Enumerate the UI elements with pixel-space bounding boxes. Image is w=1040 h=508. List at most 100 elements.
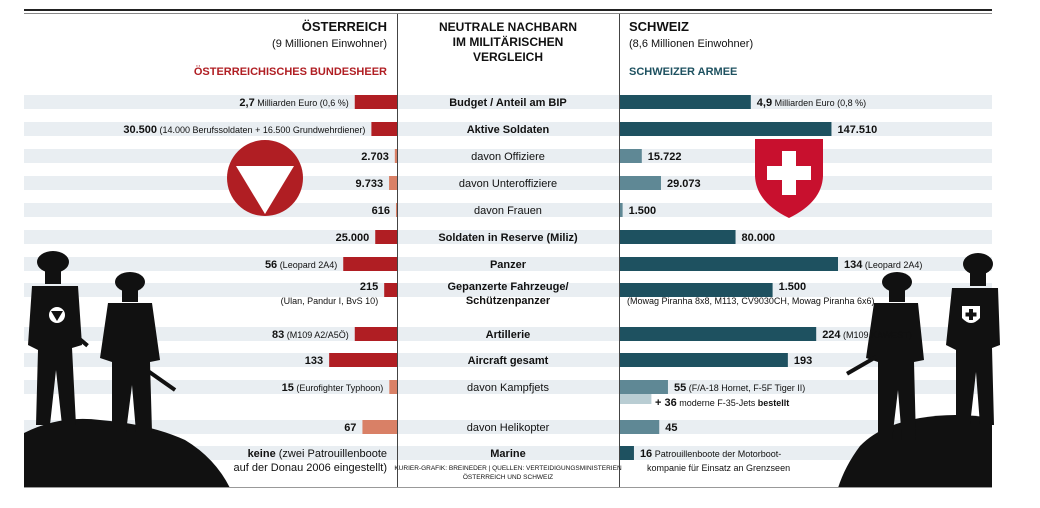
row-stripes — [24, 95, 992, 460]
austria-value-label-part: 56 — [265, 259, 277, 271]
bar-austria — [343, 257, 397, 271]
category-label: Aktive Soldaten — [467, 124, 550, 136]
swiss-ordered-label: + 36 moderne F-35-Jets bestellt — [655, 397, 789, 409]
bar-austria — [389, 176, 397, 190]
austria-note-label: auf der Donau 2006 eingestellt) — [234, 462, 388, 474]
swiss-soldier-1-silhouette — [846, 272, 924, 440]
swiss-badge-cross-h — [965, 312, 977, 317]
swiss-value-label-part: 224 — [822, 329, 841, 341]
swiss-ordered-label-part: + 36 — [655, 397, 677, 409]
austria-value-label: 67 — [344, 422, 356, 434]
row-stripe — [24, 420, 992, 434]
swiss-value-label-part: 193 — [794, 355, 812, 367]
source-credit-line-1: KURIER-GRAFIK: BREINEDER | QUELLEN: VERT… — [394, 465, 622, 472]
swiss-value-label-part: 15.722 — [648, 151, 682, 163]
bar-austria — [354, 327, 397, 341]
bottom-rule — [24, 487, 992, 488]
austria-value-label: 9.733 — [356, 178, 384, 190]
austria-value-label-part: (zwei Patrouillenboote — [276, 448, 387, 460]
swiss-note-label: kompanie für Einsatz an Grenzseen — [647, 463, 790, 473]
swiss-value-label: 193 — [794, 355, 812, 367]
category-label: davon Frauen — [474, 205, 542, 217]
swiss-value-label-part: Patrouillenboote der Motorboot- — [652, 449, 781, 459]
category-label: Schützenpanzer — [466, 295, 551, 307]
bar-swiss — [620, 122, 832, 136]
swiss-value-label-part: 80.000 — [742, 232, 776, 244]
austria-value-label: 616 — [372, 205, 390, 217]
swiss-value-label: 16 Patrouillenboote der Motorboot- — [640, 448, 781, 460]
swiss-value-label: 1.500 — [779, 281, 807, 293]
austria-emblem-triangle — [236, 166, 294, 214]
center-title-line-1: NEUTRALE NACHBARN — [439, 20, 577, 34]
category-label: Gepanzerte Fahrzeuge/ — [447, 281, 568, 293]
bar-austria — [375, 230, 397, 244]
swiss-value-label: 147.510 — [837, 124, 877, 136]
category-label-part: davon Kampfjets — [467, 382, 549, 394]
swiss-soldier-2-silhouette — [946, 253, 1000, 425]
austria-value-label-part: 83 — [272, 329, 284, 341]
swiss-value-label-part: Milliarden Euro (0,8 %) — [772, 98, 866, 108]
swiss-value-label-part: (F/A-18 Hornet, F-5F Tiger II) — [686, 383, 805, 393]
decoration — [24, 139, 1000, 488]
swiss-value-label-part: (M109 KAWEST) — [841, 330, 912, 340]
austria-value-label-part: (14.000 Berufssoldaten + 16.500 Grundweh… — [157, 125, 365, 135]
swiss-value-label-part: (Leopard 2A4) — [862, 260, 922, 270]
swiss-value-label-part: 4,9 — [757, 97, 772, 109]
bar-austria — [354, 95, 397, 109]
category-label: Budget / Anteil am BIP — [449, 97, 567, 109]
swiss-title: SCHWEIZ — [629, 19, 689, 34]
hill-right-silhouette — [838, 415, 992, 488]
category-label-part: davon Helikopter — [467, 422, 550, 434]
swiss-value-label: 1.500 — [629, 205, 657, 217]
bar-swiss — [620, 327, 817, 341]
category-label-part: Aktive Soldaten — [467, 124, 550, 136]
austria-value-label-part: 67 — [344, 422, 356, 434]
center-title-line-2: IM MILITÄRISCHEN — [453, 34, 564, 49]
austria-value-label-part: Milliarden Euro (0,6 %) — [255, 98, 349, 108]
swiss-note-label-part: (Mowag Piranha 8x8, M113, CV9030CH, Mowa… — [627, 296, 874, 306]
bar-swiss — [620, 257, 838, 271]
bar-swiss — [620, 230, 736, 244]
austria-value-label-part: 25.000 — [336, 232, 370, 244]
category-label-part: Budget / Anteil am BIP — [449, 97, 567, 109]
austria-value-label-part: (M109 A2/A5Ö) — [284, 330, 349, 340]
center-divider-right — [619, 14, 620, 488]
swiss-value-label: 80.000 — [742, 232, 776, 244]
category-label-part: Artillerie — [486, 329, 531, 341]
category-label: davon Helikopter — [467, 422, 550, 434]
labels: 2,7 Milliarden Euro (0,6 %) Budget / Ante… — [123, 97, 922, 474]
austria-note-label: (Ulan, Pandur I, BvS 10) — [281, 296, 379, 306]
row-stripe — [24, 380, 992, 394]
austria-value-label-part: 2,7 — [239, 97, 254, 109]
swiss-value-label-part: 29.073 — [667, 178, 701, 190]
bar-austria — [395, 203, 397, 217]
austria-value-label: 56 (Leopard 2A4) — [265, 259, 337, 271]
category-label-part: davon Offiziere — [471, 151, 545, 163]
category-label-part: Marine — [490, 448, 525, 460]
swiss-value-label: 29.073 — [667, 178, 701, 190]
bar-swiss-ordered — [620, 394, 652, 404]
swiss-value-label: 15.722 — [648, 151, 682, 163]
category-label-part: Aircraft gesamt — [468, 355, 549, 367]
swiss-note-label-part: kompanie für Einsatz an Grenzseen — [647, 463, 790, 473]
category-label-part: davon Frauen — [474, 205, 542, 217]
category-label: davon Unteroffiziere — [459, 178, 557, 190]
swiss-value-label: 134 (Leopard 2A4) — [844, 259, 922, 271]
austria-value-label: 133 — [305, 355, 323, 367]
austria-value-label-part: 9.733 — [356, 178, 384, 190]
category-label-part: davon Unteroffiziere — [459, 178, 557, 190]
austria-value-label-part: (Leopard 2A4) — [277, 260, 337, 270]
swiss-value-label-part: 1.500 — [629, 205, 657, 217]
category-label: Aircraft gesamt — [468, 355, 549, 367]
category-label: Artillerie — [486, 329, 531, 341]
bar-austria — [371, 122, 397, 136]
bar-swiss — [620, 203, 623, 217]
bar-swiss — [620, 283, 773, 297]
category-label: Marine — [490, 448, 525, 460]
bar-austria — [329, 353, 397, 367]
bar-swiss — [620, 446, 634, 460]
austria-value-label-part: 30.500 — [123, 124, 157, 136]
austria-subtitle: (9 Millionen Einwohner) — [272, 38, 387, 50]
austria-value-label: 25.000 — [336, 232, 370, 244]
